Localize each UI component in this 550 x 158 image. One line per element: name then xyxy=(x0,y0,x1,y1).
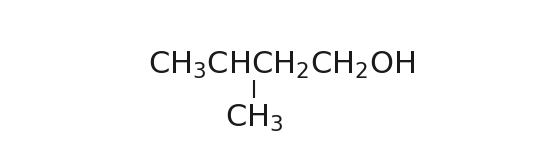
Text: CH$_3$: CH$_3$ xyxy=(225,103,283,134)
Text: CH$_3$CHCH$_2$CH$_2$OH: CH$_3$CHCH$_2$CH$_2$OH xyxy=(148,50,415,81)
